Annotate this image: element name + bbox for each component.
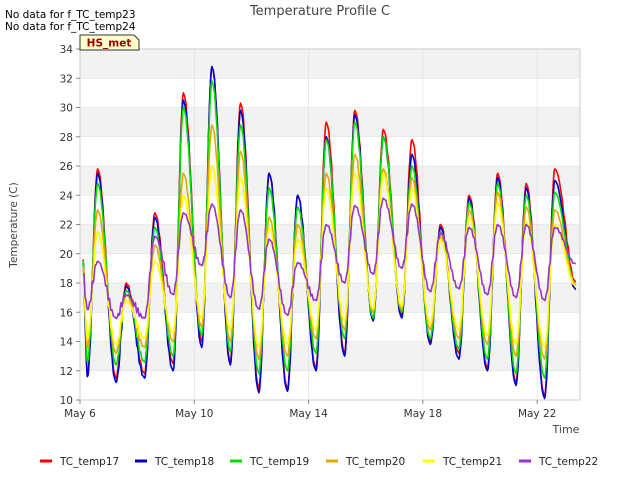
y-tick-label: 12 (60, 366, 73, 378)
y-tick-label: 30 (60, 103, 73, 115)
grid-band (80, 49, 580, 79)
legend-label: TC_temp22 (538, 456, 598, 468)
y-axis-label: Temperature (C) (8, 182, 20, 268)
legend-label: TC_temp21 (442, 456, 502, 468)
y-tick-label: 20 (60, 249, 73, 261)
legend-label: TC_temp20 (345, 456, 405, 468)
legend: TC_temp17 TC_temp18 TC_temp19 TC_temp20 TC_t… (40, 456, 598, 468)
x-tick-label: May 22 (518, 408, 556, 420)
y-tick-label: 14 (60, 337, 74, 349)
legend-item-tc-temp18: TC_temp18 (135, 456, 214, 468)
legend-item-tc-temp22: TC_temp22 (519, 456, 598, 468)
y-tick-label: 28 (60, 132, 73, 144)
legend-item-tc-temp17: TC_temp17 (40, 456, 119, 468)
y-axis-ticks: 10 12 14 16 18 20 22 24 26 28 30 32 34 (60, 44, 80, 407)
legend-item-tc-temp19: TC_temp19 (230, 456, 309, 468)
x-tick-label: May 14 (289, 408, 328, 420)
legend-label: TC_temp18 (154, 456, 214, 468)
legend-item-tc-temp20: TC_temp20 (326, 456, 405, 468)
series-lines (82, 65, 577, 400)
y-tick-label: 34 (60, 44, 74, 56)
grid-bands (80, 49, 580, 371)
y-tick-label: 32 (60, 73, 73, 85)
y-tick-label: 16 (60, 307, 74, 319)
grid-band (80, 107, 580, 137)
series-line-tc-temp21 (82, 165, 577, 349)
x-axis-ticks: May 6 May 10 May 14 May 18 May 22 (64, 400, 556, 420)
x-axis-label: Time (552, 423, 580, 436)
y-tick-label: 26 (60, 161, 74, 173)
grid-band (80, 283, 580, 313)
y-tick-label: 10 (60, 395, 73, 407)
y-tick-label: 24 (60, 190, 74, 202)
legend-label: TC_temp17 (59, 456, 119, 468)
x-tick-label: May 18 (404, 408, 442, 420)
legend-label: TC_temp19 (249, 456, 309, 468)
x-tick-label: May 10 (175, 408, 213, 420)
y-tick-label: 18 (60, 278, 73, 290)
no-data-note-1: No data for f_TC_temp23 (5, 9, 136, 21)
site-badge-label: HS_met (87, 38, 132, 50)
legend-item-tc-temp21: TC_temp21 (423, 456, 502, 468)
y-tick-label: 22 (60, 220, 73, 232)
grid-band (80, 341, 580, 371)
x-tick-label: May 6 (64, 408, 96, 420)
site-badge: HS_met (79, 34, 140, 51)
no-data-note-2: No data for f_TC_temp24 (5, 21, 136, 33)
series-line-tc-temp22 (82, 197, 577, 320)
chart-title: Temperature Profile C (249, 4, 390, 19)
site-badge-box (79, 34, 140, 51)
